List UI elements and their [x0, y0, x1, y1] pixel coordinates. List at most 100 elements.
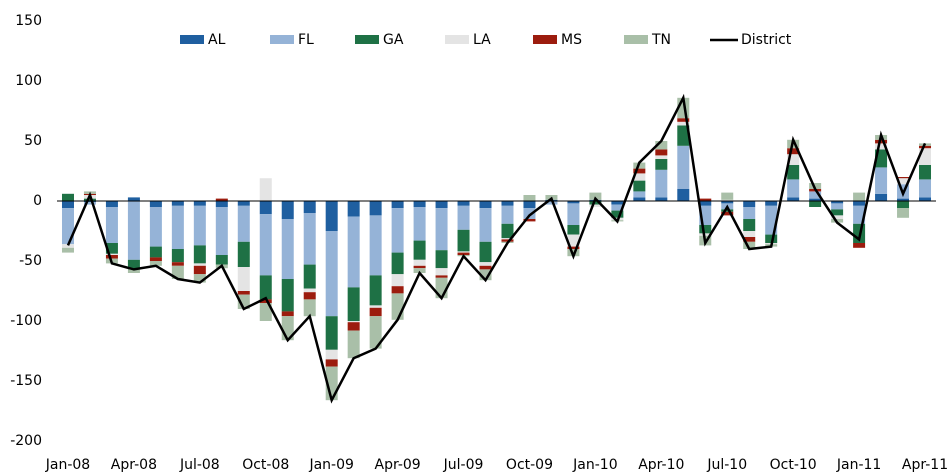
- bar-segment: [171, 205, 184, 249]
- bar-segment: [787, 148, 800, 155]
- bar-segment: [347, 216, 360, 288]
- bar-segment: [567, 246, 580, 249]
- bar-segment: [105, 207, 118, 243]
- bar-segment: [413, 268, 426, 273]
- bar-segment: [677, 145, 690, 189]
- bar-segment: [105, 253, 118, 255]
- bar-segment: [303, 292, 316, 300]
- y-tick-label: -150: [10, 373, 42, 389]
- bar-segment: [721, 209, 734, 212]
- bar-segment: [633, 173, 646, 181]
- bar-segment: [831, 203, 844, 210]
- bar-segment: [193, 201, 206, 206]
- x-tick-label: Apr-10: [638, 457, 684, 473]
- bar-segment: [897, 178, 910, 185]
- bar-segment: [435, 268, 448, 276]
- bar-segment: [281, 201, 294, 219]
- bar-segment: [677, 118, 690, 122]
- bar-segment: [501, 239, 514, 242]
- bar-segment: [193, 205, 206, 246]
- bar-segment: [655, 155, 668, 159]
- x-tick-label: Apr-08: [111, 457, 157, 473]
- bar-segment: [171, 249, 184, 263]
- y-tick-label: -50: [19, 253, 42, 269]
- bar-segment: [149, 201, 162, 207]
- legend-swatch: [180, 35, 204, 44]
- bar-segment: [413, 201, 426, 207]
- x-tick-label: Jan-08: [45, 457, 90, 473]
- bar-segment: [391, 252, 404, 275]
- bar-segment: [391, 208, 404, 253]
- bar-segment: [677, 125, 690, 146]
- bar-segment: [567, 225, 580, 235]
- bar-segment: [457, 205, 470, 230]
- bar-segment: [215, 255, 228, 265]
- bar-segment: [523, 219, 536, 222]
- bar-segment: [237, 267, 250, 291]
- bar-segment: [61, 247, 74, 253]
- bar-segment: [567, 234, 580, 247]
- bar-segment: [479, 201, 492, 209]
- bar-segment: [149, 257, 162, 261]
- bar-segment: [633, 197, 646, 201]
- bar-segment: [457, 229, 470, 252]
- bar-segment: [501, 201, 514, 206]
- bar-segment: [281, 311, 294, 317]
- bar-segment: [501, 238, 514, 240]
- legend-swatch: [355, 35, 379, 44]
- bar-segment: [303, 264, 316, 289]
- bar-segment: [699, 225, 712, 234]
- bar-segment: [435, 275, 448, 278]
- bar-segment: [435, 201, 448, 209]
- bar-segment: [237, 291, 250, 295]
- bar-segment: [831, 209, 844, 216]
- bar-segment: [501, 205, 514, 224]
- bar-segment: [743, 241, 756, 249]
- x-tick-label: Jan-11: [836, 457, 881, 473]
- bar-segment: [83, 198, 96, 201]
- bar-segment: [61, 244, 74, 248]
- bar-segment: [61, 193, 74, 201]
- bar-segment: [875, 193, 888, 201]
- bar-segment: [743, 237, 756, 242]
- bar-segment: [413, 265, 426, 269]
- bar-segment: [325, 231, 338, 317]
- bar-segment: [479, 262, 492, 266]
- bar-segment: [853, 192, 866, 201]
- bar-segment: [457, 201, 470, 206]
- bar-segment: [787, 197, 800, 201]
- bar-segment: [611, 204, 624, 211]
- bar-segment: [127, 259, 140, 270]
- legend-label: TN: [651, 32, 671, 48]
- bar-segment: [611, 201, 624, 205]
- bar-segment: [237, 205, 250, 242]
- bar-segment: [193, 245, 206, 264]
- x-tick-label: Jul-09: [443, 457, 484, 473]
- bar-segment: [721, 199, 734, 201]
- bar-segment: [479, 265, 492, 270]
- bar-segment: [259, 275, 272, 300]
- bar-segment: [347, 322, 360, 331]
- bar-segment: [567, 249, 580, 257]
- bar-segment: [325, 349, 338, 360]
- bar-segment: [875, 139, 888, 144]
- bar-segment: [479, 241, 492, 263]
- bar-segment: [897, 208, 910, 218]
- bar-segment: [633, 180, 646, 192]
- legend-swatch: [445, 35, 469, 44]
- bar-segment: [655, 141, 668, 150]
- bar-segment: [589, 192, 602, 200]
- bar-segment: [149, 207, 162, 247]
- bar-segment: [347, 201, 360, 217]
- bar-segment: [875, 143, 888, 150]
- bar-segment: [655, 159, 668, 170]
- x-tick-label: Jul-08: [179, 457, 220, 473]
- bar-segment: [193, 274, 206, 283]
- bar-segment: [721, 192, 734, 200]
- bar-segment: [567, 201, 580, 204]
- bar-segment: [259, 303, 272, 321]
- bar-segment: [105, 255, 118, 259]
- bar-segment: [105, 243, 118, 254]
- y-tick-label: 0: [33, 193, 42, 209]
- bar-segment: [149, 246, 162, 258]
